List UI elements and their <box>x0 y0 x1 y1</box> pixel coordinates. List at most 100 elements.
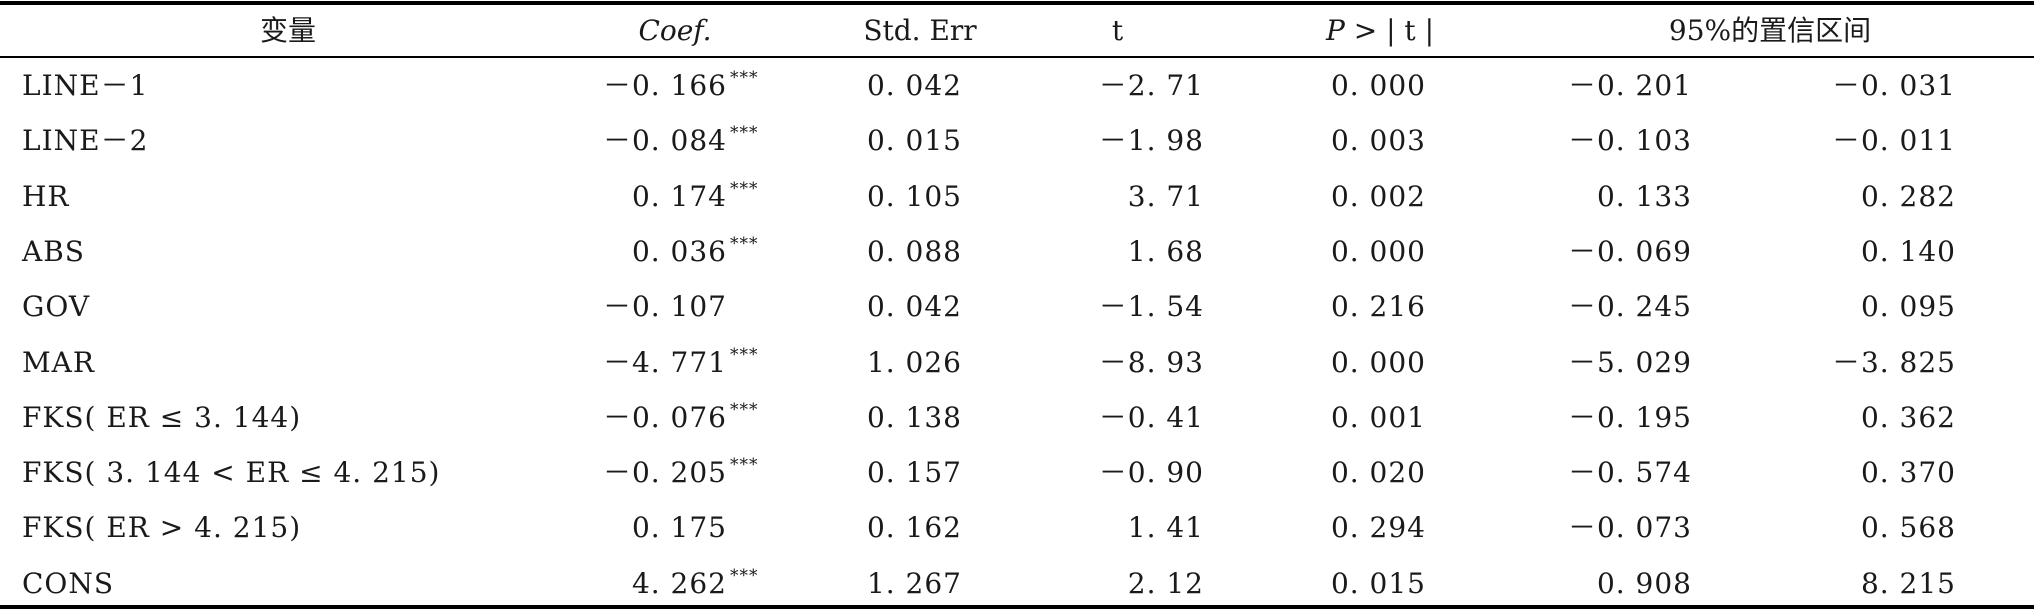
cell-p-value: 0. 002 <box>1330 179 1426 213</box>
table-row: LINE－2 －0. 084 *** 0. 015 －1. 98 0. 003 －0. 10… <box>0 113 2034 168</box>
table-row: CONS 4. 262 *** 1. 267 2. 12 0. 015 0. 908 8. 2… <box>0 556 2034 611</box>
table-row: HR 0. 174 *** 0. 105 3. 71 0. 002 0. 133 0. 282 <box>0 169 2034 224</box>
coef-value: 0. 174 <box>631 179 727 213</box>
cell-ci-upper: 0. 282 <box>1860 179 1956 213</box>
table-bottom-rule <box>0 605 2034 609</box>
header-coef: Coef. <box>638 14 712 47</box>
cell-variable: LINE－2 <box>22 124 149 158</box>
cell-std-err: 0. 042 <box>866 290 962 324</box>
cell-ci-upper: 0. 140 <box>1860 234 1956 268</box>
cell-ci-upper: －0. 011 <box>1831 124 1956 158</box>
cell-ci-upper: 8. 215 <box>1860 566 1956 600</box>
cell-p-value: 0. 015 <box>1330 566 1426 600</box>
coef-value: －0. 107 <box>602 290 727 324</box>
cell-variable: HR <box>22 179 70 213</box>
cell-t: 2. 12 <box>1127 566 1204 600</box>
cell-std-err: 0. 042 <box>866 69 962 102</box>
cell-ci-lower: 0. 133 <box>1596 179 1692 213</box>
coef-value: －0. 076 <box>602 400 727 434</box>
cell-coef: 0. 174 *** <box>632 169 775 224</box>
cell-p-value: 0. 000 <box>1330 69 1426 102</box>
cell-t: 1. 68 <box>1127 234 1204 268</box>
cell-ci-lower: －0. 103 <box>1567 124 1692 158</box>
cell-ci-lower: －0. 245 <box>1567 290 1692 324</box>
coef-value: 0. 036 <box>631 234 727 268</box>
cell-coef: －0. 166 *** <box>603 58 775 113</box>
cell-t: －2. 71 <box>1098 69 1204 102</box>
significance-stars: *** <box>730 68 759 88</box>
cell-ci-lower: －0. 195 <box>1567 400 1692 434</box>
cell-ci-upper: 0. 568 <box>1860 511 1956 545</box>
significance-stars: *** <box>730 233 759 254</box>
cell-variable: FKS( ER > 4. 215) <box>22 511 302 545</box>
cell-ci-lower: 0. 908 <box>1596 566 1692 600</box>
cell-std-err: 0. 138 <box>866 400 962 434</box>
cell-coef: 0. 175 <box>632 500 775 555</box>
cell-coef: －0. 205 *** <box>603 445 775 500</box>
cell-t: 3. 71 <box>1127 179 1204 213</box>
table-header-row: 变量 Coef. Std. Err t P > | t | 95%的置信区间 <box>0 5 2034 56</box>
cell-t: －0. 41 <box>1098 400 1204 434</box>
cell-variable: GOV <box>22 290 91 324</box>
table-top-rule <box>0 1 2034 5</box>
cell-p-value: 0. 000 <box>1330 345 1426 379</box>
cell-variable: MAR <box>22 345 95 379</box>
table-row: ABS 0. 036 *** 0. 088 1. 68 0. 000 －0. 069 0. 1… <box>0 224 2034 279</box>
cell-coef: －0. 076 *** <box>603 390 775 445</box>
cell-coef: 0. 036 *** <box>632 224 775 279</box>
cell-variable: FKS( 3. 144 < ER ≤ 4. 215) <box>22 456 441 490</box>
significance-stars: *** <box>730 399 759 420</box>
header-confidence-interval: 95%的置信区间 <box>1668 14 1872 47</box>
cell-p-value: 0. 020 <box>1330 456 1426 490</box>
cell-ci-lower: －0. 574 <box>1567 456 1692 490</box>
cell-p-value: 0. 000 <box>1330 234 1426 268</box>
table-row: FKS( ER > 4. 215) 0. 175 0. 162 1. 41 0. 294… <box>0 500 2034 555</box>
cell-std-err: 1. 026 <box>866 345 962 379</box>
header-variable: 变量 <box>259 14 316 47</box>
cell-std-err: 0. 088 <box>866 234 962 268</box>
cell-coef: －0. 084 *** <box>603 113 775 168</box>
cell-ci-lower: －5. 029 <box>1567 345 1692 379</box>
cell-variable: FKS( ER ≤ 3. 144) <box>22 400 302 434</box>
cell-variable: ABS <box>22 234 85 268</box>
cell-coef: －0. 107 <box>603 279 775 334</box>
cell-std-err: 0. 105 <box>866 179 962 213</box>
cell-std-err: 0. 015 <box>866 124 962 158</box>
coef-value: －0. 205 <box>602 456 727 490</box>
table-header-rule <box>0 56 2034 58</box>
cell-ci-upper: －0. 031 <box>1831 69 1956 102</box>
cell-ci-lower: －0. 073 <box>1567 511 1692 545</box>
cell-variable: LINE－1 <box>22 69 149 102</box>
significance-stars: *** <box>730 178 759 199</box>
cell-std-err: 0. 157 <box>866 456 962 490</box>
cell-coef: －4. 771 *** <box>603 335 775 390</box>
cell-ci-upper: 0. 370 <box>1860 456 1956 490</box>
table-row: FKS( 3. 144 < ER ≤ 4. 215) －0. 205 *** 0. 1… <box>0 445 2034 500</box>
cell-ci-upper: 0. 095 <box>1860 290 1956 324</box>
header-std-err: Std. Err <box>863 14 977 47</box>
significance-stars: *** <box>730 565 759 586</box>
cell-ci-lower: －0. 069 <box>1567 234 1692 268</box>
cell-p-value: 0. 003 <box>1330 124 1426 158</box>
significance-stars: *** <box>730 344 759 365</box>
coef-value: －0. 166 <box>602 69 727 102</box>
coef-value: 4. 262 <box>631 566 727 600</box>
header-t: t <box>1111 14 1124 47</box>
header-p-t: | t | <box>1386 14 1435 47</box>
cell-p-value: 0. 001 <box>1330 400 1426 434</box>
significance-stars: *** <box>730 455 759 476</box>
table-row: MAR －4. 771 *** 1. 026 －8. 93 0. 000 －5. 029 －3… <box>0 335 2034 390</box>
cell-ci-upper: －3. 825 <box>1831 345 1956 379</box>
header-p-prefix: P > <box>1325 14 1378 47</box>
cell-t: －1. 54 <box>1098 290 1204 324</box>
cell-std-err: 0. 162 <box>866 511 962 545</box>
cell-ci-upper: 0. 362 <box>1860 400 1956 434</box>
header-p-value: P > | t | <box>1300 5 1460 56</box>
cell-t: －1. 98 <box>1098 124 1204 158</box>
table-row: LINE－1 －0. 166 *** 0. 042 －2. 71 0. 000 －0. 20… <box>0 58 2034 113</box>
cell-t: －0. 90 <box>1098 456 1204 490</box>
table-row: FKS( ER ≤ 3. 144) －0. 076 *** 0. 138 －0. 41 0… <box>0 390 2034 445</box>
significance-stars: *** <box>730 123 759 144</box>
coef-value: －4. 771 <box>602 345 727 379</box>
